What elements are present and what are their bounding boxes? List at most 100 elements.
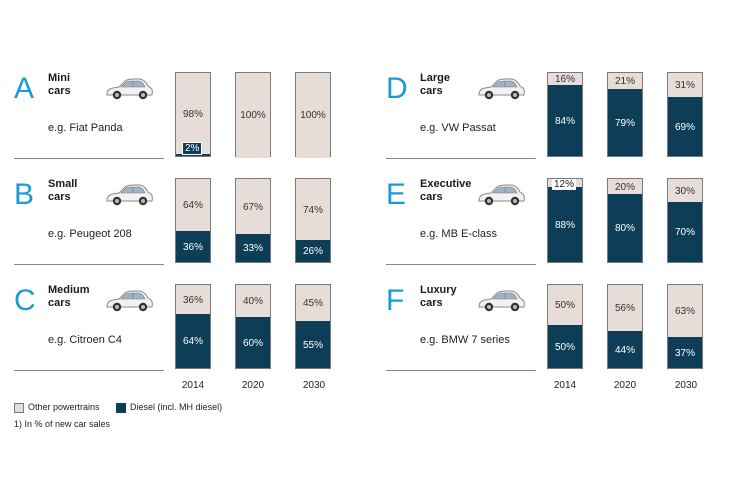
bar-segment-other: [236, 73, 270, 158]
data-label-diesel: 80%: [614, 223, 635, 234]
data-label-other: 21%: [614, 76, 635, 87]
year-label-left-2020: 2020: [241, 380, 265, 391]
bar-segment-diesel: [548, 187, 582, 262]
data-label-diesel: 55%: [302, 339, 323, 351]
data-label-other: 98%: [182, 108, 203, 120]
bar-segment-diesel: [608, 331, 642, 368]
stacked-bar: 21% 79%: [607, 72, 643, 157]
data-label-other: 100%: [300, 109, 326, 121]
legend-item-diesel: Diesel (incl. MH diesel): [116, 402, 222, 413]
bar-segment-diesel: [176, 154, 210, 156]
segment-panel: C Medium cars e.g. Citroen C4 36% 64% 40% 60% 4…: [14, 284, 364, 382]
segment-letter: A: [14, 72, 35, 105]
segment-panel: E Executive cars e.g. MB E-class 12% 88% 20% 8…: [386, 178, 736, 276]
bar-segment-other: [176, 179, 210, 233]
segment-example: e.g. VW Passat: [420, 122, 496, 134]
bar-segment-other: [296, 179, 330, 242]
segment-example: e.g. MB E-class: [420, 228, 498, 240]
segment-example: e.g. Peugeot 208: [48, 228, 132, 240]
data-label-diesel: 50%: [554, 341, 575, 353]
segment-panel: D Large cars e.g. VW Passat 16% 84% 21% 79% 31%…: [386, 72, 736, 170]
segment-letter: B: [14, 178, 35, 211]
stacked-bar: 67% 33%: [235, 178, 271, 263]
bar-segment-diesel: [668, 337, 702, 368]
data-label-other: 56%: [614, 303, 635, 314]
data-label-other: 67%: [242, 201, 263, 213]
data-label-other: 20%: [614, 181, 635, 193]
segment-letter: E: [386, 178, 407, 211]
car-icon: [104, 288, 154, 314]
bar-segment-diesel: [236, 317, 270, 368]
data-label-diesel: 60%: [242, 337, 263, 349]
bar-segment-other: [296, 73, 330, 158]
legend-label-other: Other powertrains: [28, 402, 100, 412]
data-label-diesel: 33%: [242, 243, 263, 254]
bar-segment-other: [608, 285, 642, 333]
legend-item-other: Other powertrains: [14, 402, 100, 413]
panel-baseline: [386, 264, 536, 265]
data-label-other: 45%: [302, 298, 323, 309]
legend-swatch-other: [14, 402, 24, 413]
segment-example: e.g. Fiat Panda: [48, 122, 123, 134]
bar-segment-diesel: [668, 202, 702, 262]
bar-segment-other: [668, 285, 702, 339]
bar-segment-other: [608, 73, 642, 91]
panel-baseline: [14, 370, 164, 371]
car-icon: [104, 76, 154, 102]
legend-label-diesel: Diesel (incl. MH diesel): [130, 402, 223, 412]
stacked-bar: 16% 84%: [547, 72, 583, 157]
stacked-bar: 63% 37%: [667, 284, 703, 369]
segment-name: Medium cars: [48, 284, 90, 309]
bar-segment-other: [236, 285, 270, 319]
segment-panel: B Small cars e.g. Peugeot 208 64% 36% 67% 33% 7…: [14, 178, 364, 276]
bar-segment-other: [236, 179, 270, 236]
year-label-right-2014: 2014: [553, 380, 577, 391]
car-icon: [104, 182, 154, 208]
stacked-bar: 30% 70%: [667, 178, 703, 263]
segment-panel: A Mini cars e.g. Fiat Panda 98% 2% 100% 100%: [14, 72, 364, 170]
year-label-right-2030: 2030: [674, 380, 698, 391]
segment-name: Executive cars: [420, 178, 472, 203]
bar-segment-diesel: [296, 321, 330, 368]
data-label-diesel: 44%: [614, 344, 635, 356]
data-label-other: 30%: [674, 185, 695, 197]
segment-name: Mini cars: [48, 72, 71, 97]
stacked-bar: 56% 44%: [607, 284, 643, 369]
legend: Other powertrains Diesel (incl. MH diese…: [14, 402, 236, 413]
bar-segment-other: [548, 285, 582, 327]
panel-baseline: [14, 158, 164, 159]
data-label-other: 12%: [552, 179, 577, 190]
data-label-diesel: 70%: [674, 227, 695, 238]
stacked-bar: 98% 2%: [175, 72, 211, 157]
bar-segment-other: [296, 285, 330, 323]
bar-segment-other: [176, 285, 210, 316]
stacked-bar: 74% 26%: [295, 178, 331, 263]
footnote: 1) In % of new car sales: [14, 419, 111, 429]
stacked-bar: 100%: [295, 72, 331, 158]
data-label-other: 40%: [242, 296, 263, 307]
stacked-bar: 100%: [235, 72, 271, 158]
bar-segment-diesel: [608, 89, 642, 156]
stacked-bar: 36% 64%: [175, 284, 211, 369]
panel-baseline: [386, 370, 536, 371]
data-label-diesel: 26%: [302, 246, 323, 257]
data-label-diesel: 84%: [554, 115, 575, 127]
stacked-bar: 12% 88%: [547, 178, 583, 263]
bar-segment-other: [668, 179, 702, 204]
panel-baseline: [14, 264, 164, 265]
data-label-other: 74%: [302, 204, 323, 216]
data-label-other: 36%: [182, 294, 203, 306]
bar-segment-diesel: [176, 314, 210, 368]
stacked-bar: 40% 60%: [235, 284, 271, 369]
bar-segment-other: [608, 179, 642, 196]
data-label-diesel: 2%: [182, 142, 203, 155]
data-label-other: 31%: [674, 80, 695, 91]
segment-letter: C: [14, 284, 36, 317]
bar-segment-diesel: [608, 194, 642, 262]
bar-segment-diesel: [548, 85, 582, 156]
bar-segment-other: [668, 73, 702, 99]
data-label-diesel: 88%: [554, 219, 575, 231]
stacked-bar: 31% 69%: [667, 72, 703, 157]
panel-baseline: [386, 158, 536, 159]
data-label-other: 64%: [182, 200, 203, 211]
